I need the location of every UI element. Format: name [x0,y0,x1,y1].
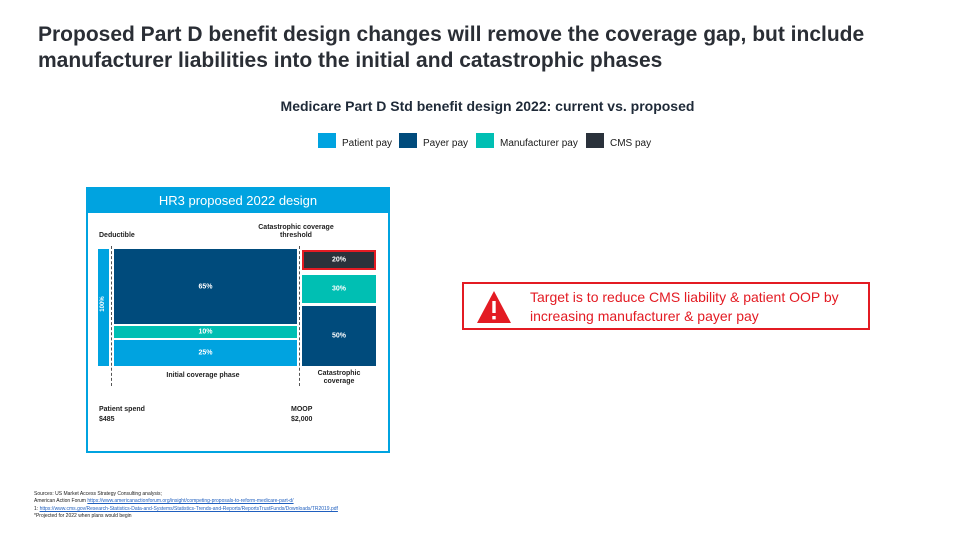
initial-payer-segment: 65% [114,249,297,324]
deductible-label: Deductible [99,232,135,239]
full-coverage-bar: 100% [98,249,109,366]
legend-item-payer: Payer pay [399,133,479,149]
legend-label-manufacturer: Manufacturer pay [500,138,578,149]
source-line-4: *Projected for 2022 when plans would beg… [34,513,132,520]
catastrophic-payer-segment: 50% [302,306,376,366]
legend-label-cms: CMS pay [610,138,652,149]
hr3-design-panel: HR3 proposed 2022 design Deductible Cata… [86,187,390,453]
catastrophic-cms-segment: 20% [302,250,376,270]
legend-swatch-cms [586,133,604,148]
catastrophic-manufacturer-value: 30% [331,285,346,293]
sources-footnote: Sources: US Market Access Strategy Consu… [34,491,338,521]
catastrophic-phase-label: Catastrophic coverage [317,370,361,385]
catastrophic-manufacturer-segment: 30% [302,275,376,303]
legend-swatch-patient [318,133,336,148]
source-line-1: Sources: US Market Access Strategy Consu… [34,491,162,497]
catastrophic-cms-value: 20% [331,256,346,264]
initial-patient-segment: 25% [114,340,297,366]
catastrophic-threshold-label: Catastrophic coverage threshold [258,224,334,239]
legend-swatch-manufacturer [476,133,494,148]
initial-payer-value: 65% [198,283,213,290]
chart-subtitle: Medicare Part D Std benefit design 2022:… [280,98,695,114]
warning-icon [477,291,511,323]
legend-label-payer: Payer pay [423,138,469,149]
target-callout: Target is to reduce CMS liability & pati… [462,282,870,330]
full-coverage-label: 100% [100,296,106,312]
initial-manufacturer-segment: 10% [114,326,297,338]
legend-item-cms: CMS pay [586,133,666,149]
catastrophic-payer-value: 50% [331,332,346,340]
moop-label: MOOP [291,406,313,413]
source-line-3: 1: https://www.cms.gov/Research-Statisti… [34,506,338,513]
moop-value: $2,000 [291,416,313,423]
patient-spend-value: $485 [99,416,115,423]
callout-text: Target is to reduce CMS liability & pati… [530,289,839,324]
slide-title: Proposed Part D benefit design changes w… [38,23,865,72]
source-cms-prefix: 1: [34,505,40,512]
legend-item-manufacturer: Manufacturer pay [476,133,586,149]
source-cms-link[interactable]: https://www.cms.gov/Research-Statistics-… [39,505,338,512]
legend-item-patient: Patient pay [318,133,398,149]
source-line-2: American Action Forum https://www.americ… [34,498,338,505]
initial-patient-value: 25% [198,349,213,357]
deductible-divider [111,246,112,386]
source-aaf-prefix: American Action Forum [34,498,88,505]
panel-header: HR3 proposed 2022 design [88,189,388,213]
initial-manufacturer-value: 10% [198,328,213,336]
initial-phase-label: Initial coverage phase [166,372,240,379]
source-aaf-link[interactable]: https://www.americanactionforum.org/insi… [87,498,294,505]
catastrophic-divider [299,246,300,386]
patient-spend-label: Patient spend [99,406,145,413]
legend-swatch-payer [399,133,417,148]
legend-label-patient: Patient pay [342,138,393,149]
